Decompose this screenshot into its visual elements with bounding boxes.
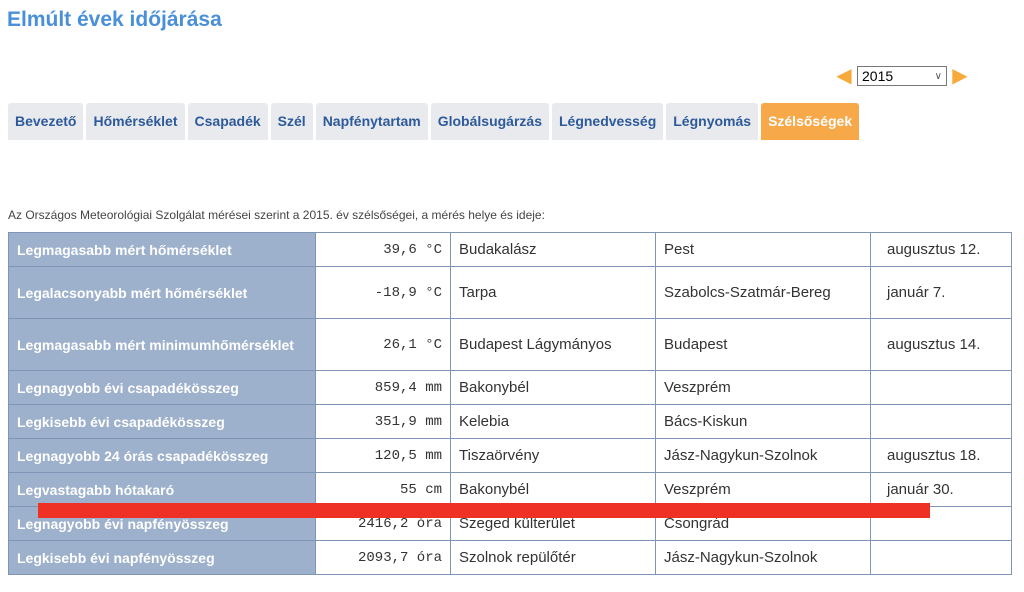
- location-cell: Kelebia: [450, 404, 656, 439]
- table-row: Legnagyobb évi csapadékösszeg 859,4 mm Bak…: [8, 370, 1012, 405]
- value-cell: 351,9 mm: [315, 404, 451, 439]
- tab-8[interactable]: Szélsőségek: [761, 103, 860, 140]
- value-cell: 859,4 mm: [315, 370, 451, 405]
- row-label-cell: Legvastagabb hótakaró: [8, 472, 316, 507]
- county-cell: Szabolcs-Szatmár-Bereg: [655, 266, 871, 319]
- row-label-cell: Legnagyobb 24 órás csapadékösszeg: [8, 438, 316, 473]
- year-navigation: ◀ 2015 ∨ ▶: [834, 66, 970, 86]
- location-cell: Szolnok repülőtér: [450, 540, 656, 575]
- county-cell: Budapest: [655, 318, 871, 371]
- tab-7[interactable]: Légnyomás: [666, 103, 759, 140]
- county-cell: Jász-Nagykun-Szolnok: [655, 540, 871, 575]
- location-cell: Budapest Lágymányos: [450, 318, 656, 371]
- tab-6[interactable]: Légnedvesség: [551, 103, 664, 140]
- value-cell: 2093,7 óra: [315, 540, 451, 575]
- row-label-cell: Legnagyobb évi csapadékösszeg: [8, 370, 316, 405]
- county-cell: Veszprém: [655, 370, 871, 405]
- table-row: Legalacsonyabb mért hőmérséklet -18,9 °C T…: [8, 266, 1012, 319]
- date-cell: [870, 370, 1012, 405]
- tab-0[interactable]: Bevezető: [8, 103, 84, 140]
- value-cell: 39,6 °C: [315, 232, 451, 267]
- date-cell: augusztus 14.: [870, 318, 1012, 371]
- tab-bar: Bevezető Hőmérséklet Csapadék Szél Napfényta…: [8, 103, 860, 140]
- row-label-cell: Legmagasabb mért minimumhőmérséklet: [8, 318, 316, 371]
- table-row: Legkisebb évi napfényösszeg 2093,7 óra Szo…: [8, 540, 1012, 575]
- tab-2[interactable]: Csapadék: [187, 103, 268, 140]
- location-cell: Budakalász: [450, 232, 656, 267]
- table-row: Legmagasabb mért minimumhőmérséklet 26,1 …: [8, 318, 1012, 371]
- previous-year-arrow-icon[interactable]: ◀: [836, 65, 852, 87]
- tab-1[interactable]: Hőmérséklet: [86, 103, 185, 140]
- tab-3[interactable]: Szél: [270, 103, 313, 140]
- row-label-cell: Legmagasabb mért hőmérséklet: [8, 232, 316, 267]
- row-label-cell: Legalacsonyabb mért hőmérséklet: [8, 266, 316, 319]
- date-cell: január 7.: [870, 266, 1012, 319]
- year-select[interactable]: 2015 ∨: [857, 66, 947, 86]
- table-row: Legkisebb évi csapadékösszeg 351,9 mm Kele…: [8, 404, 1012, 439]
- tab-5[interactable]: Globálsugárzás: [430, 103, 549, 140]
- location-cell: Tarpa: [450, 266, 656, 319]
- location-cell: Bakonybél: [450, 370, 656, 405]
- county-cell: Pest: [655, 232, 871, 267]
- red-annotation-bar: [38, 503, 930, 518]
- date-cell: január 30.: [870, 472, 1012, 507]
- county-cell: Veszprém: [655, 472, 871, 507]
- location-cell: Tiszaörvény: [450, 438, 656, 473]
- row-label-cell: Legkisebb évi csapadékösszeg: [8, 404, 316, 439]
- intro-text: Az Országos Meteorológiai Szolgálat méré…: [8, 208, 545, 222]
- table-row: Legvastagabb hótakaró 55 cm Bakonybél Veszp…: [8, 472, 1012, 507]
- value-cell: 120,5 mm: [315, 438, 451, 473]
- date-cell: augusztus 18.: [870, 438, 1012, 473]
- location-cell: Bakonybél: [450, 472, 656, 507]
- page-title: Elmúlt évek időjárása: [7, 8, 222, 31]
- year-select-value: 2015: [862, 68, 894, 84]
- county-cell: Jász-Nagykun-Szolnok: [655, 438, 871, 473]
- tab-4[interactable]: Napfénytartam: [315, 103, 428, 140]
- table-row: Legnagyobb 24 órás csapadékösszeg 120,5 m…: [8, 438, 1012, 473]
- value-cell: 55 cm: [315, 472, 451, 507]
- row-label-cell: Legkisebb évi napfényösszeg: [8, 540, 316, 575]
- date-cell: augusztus 12.: [870, 232, 1012, 267]
- chevron-down-icon: ∨: [934, 70, 942, 82]
- value-cell: -18,9 °C: [315, 266, 451, 319]
- date-cell: [870, 540, 1012, 575]
- date-cell: [870, 404, 1012, 439]
- value-cell: 26,1 °C: [315, 318, 451, 371]
- table-row: Legmagasabb mért hőmérséklet 39,6 °C Budak…: [8, 232, 1012, 267]
- next-year-arrow-icon[interactable]: ▶: [952, 65, 968, 87]
- county-cell: Bács-Kiskun: [655, 404, 871, 439]
- extremes-table: Legmagasabb mért hőmérséklet 39,6 °C Budak…: [8, 232, 1012, 575]
